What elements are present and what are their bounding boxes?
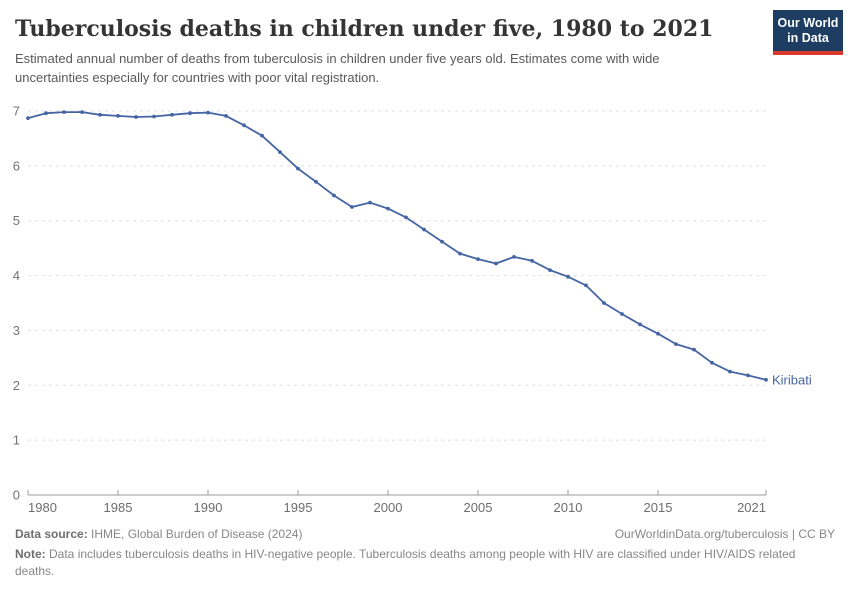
- data-point-2018: [710, 360, 714, 365]
- x-tick-label-2010: 2010: [554, 500, 583, 514]
- footer-note-text: Data includes tuberculosis deaths in HIV…: [15, 547, 796, 578]
- y-tick-label-5: 5: [13, 213, 20, 228]
- data-point-2003: [440, 239, 444, 244]
- page-title: Tuberculosis deaths in children under fi…: [15, 16, 714, 42]
- data-point-1998: [350, 205, 354, 209]
- data-point-1980: [26, 116, 30, 120]
- data-point-1984: [98, 112, 102, 117]
- owid-logo-line2: in Data: [787, 31, 829, 45]
- y-tick-label-1: 1: [13, 433, 20, 448]
- data-point-1983: [80, 110, 84, 114]
- data-point-1987: [152, 114, 156, 119]
- y-tick-label-0: 0: [13, 488, 20, 503]
- line-chart: 0 1 2 3 4 5 6 7 1980 1985 1990 1995 2000 2005 2010 2015…: [13, 104, 812, 515]
- x-tick-label-1995: 1995: [284, 500, 313, 514]
- data-point-1989: [188, 111, 192, 116]
- data-point-1994: [278, 150, 282, 154]
- data-point-2014: [638, 322, 642, 327]
- data-point-2021: [764, 377, 768, 382]
- data-point-2017: [692, 347, 696, 352]
- data-point-2008: [530, 258, 534, 263]
- x-tick-label-2021: 2021: [737, 500, 766, 514]
- owid-logo[interactable]: Our World in Data: [773, 10, 843, 55]
- footer-note-label: Note:: [15, 547, 46, 561]
- y-tick-label-7: 7: [13, 104, 20, 119]
- owid-url-link[interactable]: OurWorldinData.org/tuberculosis | CC BY: [614, 527, 835, 541]
- data-source-label: Data source:: [15, 527, 88, 541]
- x-tick-label-2000: 2000: [374, 500, 403, 514]
- x-tick-label-2005: 2005: [464, 500, 493, 514]
- data-point-2016: [674, 342, 678, 346]
- data-source-text: IHME, Global Burden of Disease (2024): [87, 527, 303, 541]
- footer-note: Note: Data includes tuberculosis deaths …: [15, 546, 835, 580]
- data-point-2007: [512, 255, 516, 259]
- data-point-1996: [314, 179, 318, 184]
- data-point-2001: [404, 215, 408, 220]
- data-point-1995: [296, 166, 300, 171]
- y-tick-label-3: 3: [13, 323, 20, 338]
- data-point-2009: [548, 268, 552, 272]
- y-tick-label-6: 6: [13, 158, 20, 173]
- data-point-2013: [620, 312, 624, 316]
- data-point-2020: [746, 373, 750, 378]
- x-tick-label-1985: 1985: [104, 500, 133, 514]
- x-tick-label-2015: 2015: [644, 500, 673, 514]
- data-point-2005: [476, 257, 480, 261]
- chart-subtitle: Estimated annual number of deaths from t…: [15, 51, 660, 85]
- data-point-1985: [116, 114, 120, 118]
- y-tick-label-4: 4: [13, 268, 20, 283]
- data-point-2019: [728, 369, 732, 374]
- data-point-1993: [260, 133, 264, 138]
- x-tick-label-1990: 1990: [194, 500, 223, 514]
- data-source: Data source: IHME, Global Burden of Dise…: [15, 527, 302, 541]
- data-point-1990: [206, 110, 210, 115]
- data-point-2006: [494, 261, 498, 266]
- data-point-2004: [458, 251, 462, 256]
- data-point-1981: [44, 111, 48, 116]
- series-label-kiribati: Kiribati: [772, 372, 812, 387]
- x-tick-label-1980: 1980: [28, 500, 57, 514]
- owid-logo-line1: Our World: [777, 16, 839, 30]
- y-tick-label-2: 2: [13, 378, 20, 393]
- data-point-2011: [584, 283, 588, 288]
- chart-footer: Data source: IHME, Global Burden of Dise…: [0, 514, 850, 580]
- chart-header: Tuberculosis deaths in children under fi…: [0, 0, 850, 87]
- data-point-1982: [62, 110, 66, 114]
- data-point-1999: [368, 200, 372, 205]
- data-point-1988: [170, 112, 174, 117]
- data-point-2012: [602, 301, 606, 305]
- data-point-2015: [656, 331, 660, 336]
- data-point-2010: [566, 274, 570, 279]
- data-point-1986: [134, 115, 138, 119]
- line-chart-area: 0 1 2 3 4 5 6 7 1980 1985 1990 1995 2000 2005 2010 2015…: [0, 89, 850, 515]
- data-point-1997: [332, 193, 336, 198]
- footer-row: Data source: IHME, Global Burden of Dise…: [15, 527, 835, 541]
- data-point-1992: [242, 123, 246, 128]
- series-line-kiribati: [27, 111, 767, 381]
- data-point-1991: [224, 114, 228, 118]
- owid-logo-box: Our World in Data: [773, 10, 843, 51]
- owid-logo-stripe: [773, 51, 843, 55]
- data-point-2002: [422, 227, 426, 232]
- data-point-2000: [386, 206, 390, 211]
